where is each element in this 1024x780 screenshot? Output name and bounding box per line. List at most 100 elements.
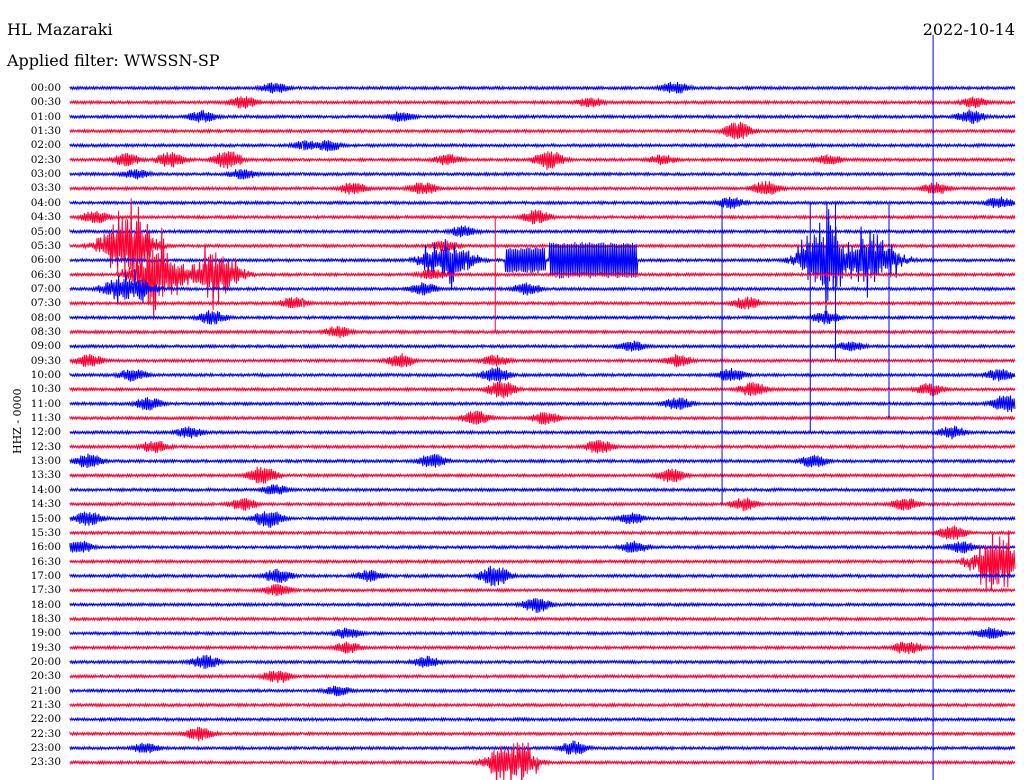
time-tick-label: 19:30 xyxy=(30,641,61,654)
time-tick-label: 02:30 xyxy=(30,153,61,166)
trace-row-0230 xyxy=(69,151,1016,170)
trace-row-1730 xyxy=(69,583,1016,597)
time-tick-label: 15:30 xyxy=(30,526,61,539)
trace-row-0030 xyxy=(69,96,1016,109)
trace-row-1930 xyxy=(69,641,1016,654)
time-tick-label: 21:00 xyxy=(30,684,61,697)
time-tick-label: 00:00 xyxy=(30,82,61,94)
time-tick-label: 05:30 xyxy=(30,239,61,252)
time-tick-label: 09:30 xyxy=(30,354,61,367)
time-tick-label: 04:00 xyxy=(30,196,61,209)
time-tick-label: 10:30 xyxy=(30,383,61,396)
time-tick-label: 12:30 xyxy=(30,440,61,453)
time-tick-label: 22:00 xyxy=(30,713,61,726)
trace-row-0330 xyxy=(69,180,1016,195)
time-tick-label: 21:30 xyxy=(30,699,61,712)
trace-row-0600 xyxy=(69,202,1016,317)
time-tick-label: 11:30 xyxy=(30,412,61,425)
trace-row-0630 xyxy=(69,227,1016,321)
time-tick-label: 17:30 xyxy=(30,584,61,597)
trace-row-1430 xyxy=(69,497,1016,512)
time-tick-label: 00:30 xyxy=(30,96,61,109)
trace-row-0500 xyxy=(69,225,1016,238)
time-tick-label: 18:30 xyxy=(30,612,61,625)
trace-row-0100 xyxy=(69,109,1016,124)
time-tick-label: 05:00 xyxy=(30,225,61,238)
time-tick-label: 06:00 xyxy=(30,254,61,267)
trace-row-2200 xyxy=(69,716,1016,723)
time-tick-label: 06:30 xyxy=(30,268,61,281)
date-label: 2022-10-14 xyxy=(922,20,1015,39)
trace-row-1100 xyxy=(69,395,1016,413)
time-tick-label: 20:30 xyxy=(30,670,61,683)
time-tick-label: 07:30 xyxy=(30,297,61,310)
trace-row-2030 xyxy=(69,670,1016,684)
time-tick-label: 19:00 xyxy=(30,627,61,640)
trace-row-0700 xyxy=(69,269,1016,305)
trace-row-1830 xyxy=(69,616,1016,622)
time-tick-label: 16:00 xyxy=(30,541,61,554)
trace-row-0930 xyxy=(69,353,1016,368)
trace-row-1300 xyxy=(69,453,1016,469)
time-tick-label: 03:00 xyxy=(30,168,61,181)
time-tick-label: 14:00 xyxy=(30,483,61,496)
trace-row-1330 xyxy=(69,466,1016,484)
time-tick-label: 11:00 xyxy=(30,397,61,410)
trace-row-0800 xyxy=(69,310,1016,325)
trace-row-1200 xyxy=(69,425,1016,440)
station-title: HL Mazaraki xyxy=(7,20,113,39)
trace-row-2230 xyxy=(69,726,1016,742)
filter-label: Applied filter: WWSSN-SP xyxy=(7,51,220,70)
time-tick-label: 09:00 xyxy=(30,340,61,353)
time-tick-label: 23:30 xyxy=(30,756,61,769)
time-tick-label: 20:00 xyxy=(30,656,61,668)
trace-row-0530 xyxy=(69,198,1016,286)
trace-row-0000 xyxy=(69,81,1016,94)
trace-row-2300 xyxy=(69,740,1016,755)
time-tick-label: 22:30 xyxy=(30,727,61,740)
trace-row-1400 xyxy=(69,484,1016,495)
trace-row-1130 xyxy=(69,410,1016,425)
trace-row-0830 xyxy=(69,325,1016,339)
trace-row-1030 xyxy=(69,380,1016,399)
time-tick-label: 10:00 xyxy=(30,369,61,381)
time-tick-label: 13:00 xyxy=(30,455,61,468)
trace-row-0200 xyxy=(69,140,1016,152)
time-tick-label: 03:30 xyxy=(30,182,61,195)
time-tick-label: 01:30 xyxy=(30,125,61,138)
time-tick-label: 12:00 xyxy=(30,426,61,439)
trace-row-0300 xyxy=(69,168,1016,180)
time-tick-label: 04:30 xyxy=(30,211,61,224)
trace-row-2100 xyxy=(69,685,1016,697)
time-tick-label: 14:30 xyxy=(30,498,61,511)
trace-row-0730 xyxy=(69,296,1016,310)
trace-row-0400 xyxy=(69,196,1016,209)
trace-row-1800 xyxy=(69,598,1016,613)
time-tick-label: 18:00 xyxy=(30,598,61,611)
time-tick-label: 15:00 xyxy=(30,512,61,525)
trace-row-2000 xyxy=(69,654,1016,669)
trace-row-1000 xyxy=(69,367,1016,382)
trace-row-1500 xyxy=(69,511,1016,528)
time-tick-label: 01:00 xyxy=(30,110,61,123)
time-tick-label: 16:30 xyxy=(30,555,61,568)
trace-row-1630 xyxy=(69,530,1016,592)
time-tick-label: 13:30 xyxy=(30,469,61,482)
trace-row-0900 xyxy=(69,340,1016,352)
trace-row-0430 xyxy=(69,209,1016,225)
time-tick-label: 07:00 xyxy=(30,282,61,295)
trace-row-1230 xyxy=(69,440,1016,454)
trace-row-2130 xyxy=(69,702,1016,708)
time-tick-label: 08:00 xyxy=(30,311,61,324)
trace-row-1600 xyxy=(69,540,1016,554)
trace-row-1530 xyxy=(69,525,1016,540)
trace-row-1900 xyxy=(69,627,1016,640)
time-tick-label: 08:30 xyxy=(30,325,61,338)
time-tick-label: 23:00 xyxy=(30,742,61,755)
trace-row-1700 xyxy=(69,565,1016,587)
trace-row-0130 xyxy=(69,121,1016,140)
time-tick-label: 02:00 xyxy=(30,139,61,152)
trace-row-2330 xyxy=(69,742,1016,780)
time-tick-label: 17:00 xyxy=(30,569,61,582)
